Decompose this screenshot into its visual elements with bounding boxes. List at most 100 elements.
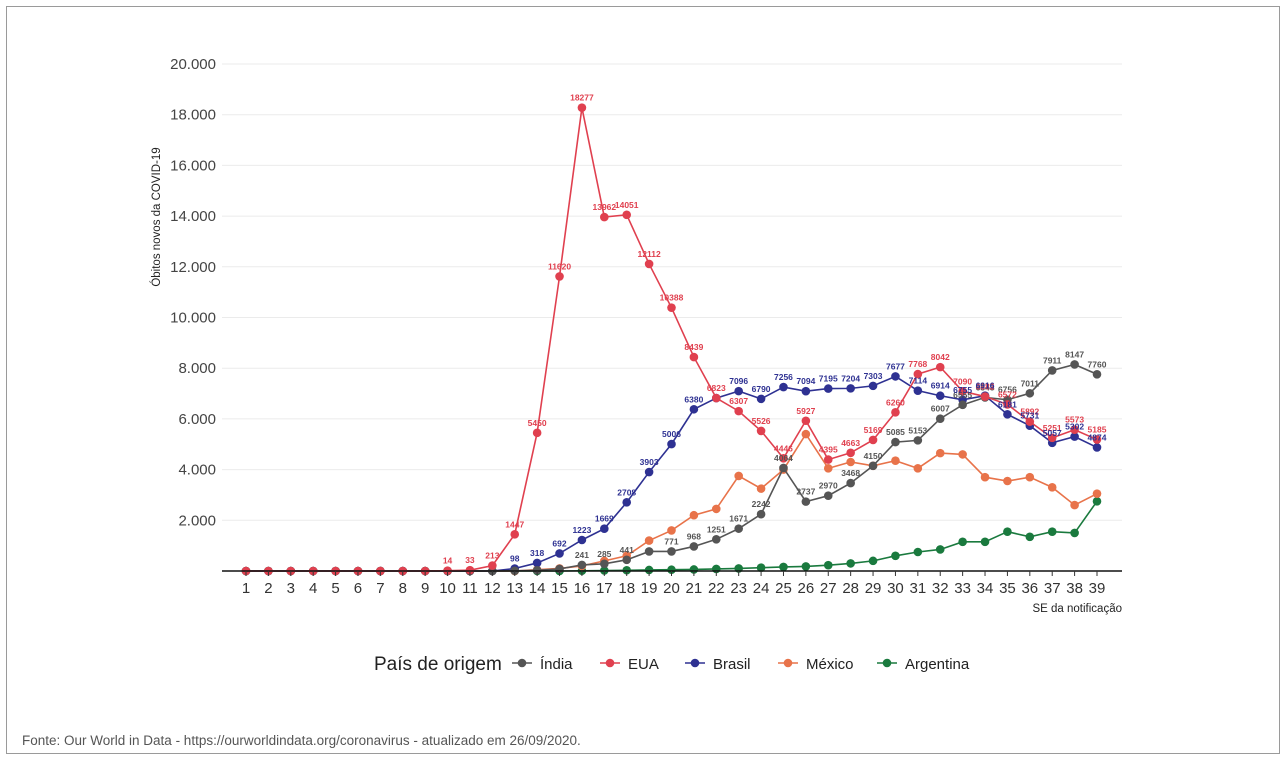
x-tick-label: 28 — [842, 580, 859, 597]
legend-swatch-point — [517, 658, 527, 668]
source-note: Fonte: Our World in Data - https://ourwo… — [22, 733, 581, 748]
data-label: 7204 — [841, 373, 860, 383]
data-label: 285 — [597, 549, 611, 559]
data-point — [689, 352, 699, 362]
data-point — [891, 437, 900, 447]
data-point — [1047, 527, 1057, 537]
series-line — [246, 107, 1098, 572]
data-point — [891, 551, 900, 561]
data-point — [756, 426, 766, 436]
data-point — [891, 456, 900, 466]
data-label: 6380 — [684, 394, 703, 404]
data-label: 14 — [443, 556, 453, 566]
data-label: 7768 — [908, 359, 927, 369]
x-tick-label: 12 — [484, 580, 501, 597]
data-point — [756, 484, 766, 493]
data-point — [1003, 400, 1012, 409]
data-label: 1669 — [595, 514, 614, 524]
data-point — [577, 103, 587, 112]
y-tick-label: 4.000 — [178, 462, 216, 479]
legend-label: Argentina — [905, 656, 970, 673]
data-point — [1003, 527, 1012, 537]
data-label: 318 — [530, 548, 544, 558]
data-label: 441 — [620, 545, 634, 555]
data-point — [868, 556, 878, 566]
x-tick-label: 29 — [865, 580, 882, 597]
data-label: 4663 — [841, 438, 860, 448]
data-point — [846, 478, 855, 488]
legend-swatch-point — [690, 658, 700, 668]
data-point — [913, 436, 923, 445]
data-point — [644, 565, 654, 575]
data-point — [577, 560, 587, 570]
data-label: 10388 — [660, 293, 684, 303]
x-tick-label: 18 — [618, 580, 635, 597]
data-label: 5153 — [908, 425, 927, 435]
data-label: 12112 — [638, 249, 661, 259]
data-point — [644, 547, 654, 556]
legend-label: México — [806, 656, 854, 673]
data-label: 33 — [465, 555, 475, 565]
legend-swatch-point — [783, 658, 793, 668]
data-label: 7677 — [886, 361, 905, 371]
data-point — [801, 562, 811, 571]
data-label: 6755 — [953, 385, 972, 395]
x-tick-label: 4 — [309, 580, 317, 597]
data-label: 968 — [687, 531, 701, 541]
data-label: 2737 — [796, 487, 815, 497]
data-label: 2708 — [617, 487, 636, 497]
data-label: 5450 — [528, 418, 547, 428]
data-point — [600, 559, 609, 569]
data-label: 7195 — [819, 374, 838, 384]
data-label: 5251 — [1043, 423, 1062, 433]
data-label: 4446 — [774, 443, 793, 453]
data-label: 6823 — [707, 383, 726, 393]
data-point — [801, 386, 811, 396]
data-label: 4874 — [1088, 432, 1107, 442]
data-point — [644, 467, 654, 477]
x-tick-label: 25 — [775, 580, 792, 597]
data-point — [846, 457, 855, 467]
data-label: 7011 — [1021, 378, 1040, 388]
legend-label: Brasil — [713, 656, 751, 673]
data-label: 8439 — [684, 342, 703, 352]
data-point — [667, 547, 676, 556]
data-label: 7256 — [774, 372, 793, 382]
data-point — [667, 439, 676, 449]
data-point — [734, 406, 743, 416]
data-point — [823, 384, 833, 393]
data-label: 213 — [485, 551, 499, 561]
data-point — [891, 372, 900, 381]
data-point — [823, 455, 833, 464]
data-label: 2970 — [819, 481, 838, 491]
legend-swatch-point — [605, 658, 615, 668]
data-point — [846, 448, 855, 458]
data-point — [913, 464, 923, 473]
data-label: 4064 — [774, 453, 793, 463]
data-label: 8147 — [1065, 349, 1084, 359]
x-tick-label: 27 — [820, 580, 837, 597]
data-point — [644, 259, 654, 269]
x-tick-label: 38 — [1066, 580, 1083, 597]
data-point — [1070, 360, 1079, 369]
data-point — [823, 560, 833, 570]
data-point — [1047, 433, 1057, 443]
data-label: 5526 — [752, 416, 771, 426]
x-tick-label: 11 — [462, 580, 478, 597]
data-label: 8042 — [931, 352, 950, 362]
x-tick-label: 32 — [932, 580, 949, 597]
data-point — [1047, 366, 1057, 375]
legend-item-argentina: Argentina — [877, 656, 970, 673]
data-label: 241 — [575, 550, 589, 560]
legend-label: EUA — [628, 656, 659, 673]
data-point — [1070, 500, 1079, 510]
data-point — [577, 535, 587, 545]
data-point — [689, 404, 699, 414]
data-point — [644, 536, 654, 545]
legend-item-méxico: México — [778, 656, 854, 673]
data-point — [801, 497, 811, 506]
x-tick-label: 20 — [663, 580, 680, 597]
data-point — [823, 464, 833, 473]
data-point — [868, 461, 878, 471]
data-label: 7911 — [1043, 355, 1062, 365]
